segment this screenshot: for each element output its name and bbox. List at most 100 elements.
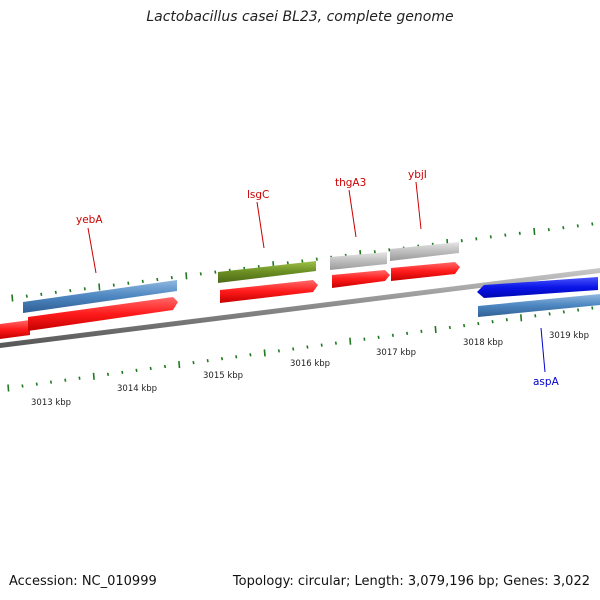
callout-ybjI (415, 181, 422, 230)
ruler-tick-12 (178, 361, 181, 369)
ruler-tick-23 (334, 341, 337, 345)
outer-tick-31 (460, 239, 463, 243)
kbp-label-3015: 3015 kbp (203, 371, 243, 381)
gene-label-yebA[interactable]: yebA (76, 214, 103, 226)
outer-tick-4 (69, 288, 72, 293)
kbp-label-3013: 3013 kbp (31, 398, 71, 408)
ruler-tick-39 (562, 310, 565, 314)
kbp-label-3016: 3016 kbp (290, 359, 330, 369)
outer-tick-35 (518, 231, 521, 235)
ruler-tick-0 (7, 384, 10, 392)
gene-label-thgA3[interactable]: thgA3 (335, 177, 366, 189)
ruler-tick-25 (363, 337, 366, 341)
gene-label-ybjI[interactable]: ybjI (408, 169, 427, 181)
ruler-tick-20 (292, 347, 295, 351)
gene-aspA-arrow[interactable] (477, 277, 598, 298)
cds-arrow-3[interactable] (220, 280, 318, 303)
outer-tick-12 (185, 272, 188, 280)
gene-thgA3-feature[interactable] (330, 252, 387, 270)
kbp-label-3019: 3019 kbp (549, 331, 589, 341)
ruler-tick-2 (35, 382, 38, 386)
ruler-tick-18 (263, 349, 266, 357)
ruler-tick-7 (106, 372, 110, 376)
outer-tick-19 (286, 261, 289, 265)
map-title: Lactobacillus casei BL23, complete genom… (146, 9, 454, 25)
ruler-tick-16 (235, 355, 238, 359)
gene-lsgC-feature[interactable] (218, 261, 316, 283)
outer-tick-33 (489, 235, 492, 239)
ruler-tick-marks (7, 306, 594, 392)
gene-yebA-feature[interactable] (23, 280, 177, 313)
ruler-tick-28 (406, 331, 409, 336)
ruler-tick-17 (249, 353, 252, 357)
callout-thgA3 (348, 189, 357, 238)
ruler-tick-6 (92, 372, 95, 380)
ruler-tick-9 (135, 368, 138, 373)
ruler-tick-4 (64, 378, 67, 382)
ruler-tick-11 (163, 364, 167, 369)
callout-aspA (540, 327, 546, 373)
outer-tick-11 (170, 275, 173, 280)
outer-tick-34 (504, 233, 507, 237)
ruler-tick-8 (121, 370, 124, 375)
ruler-tick-27 (391, 333, 394, 337)
callout-yebA (87, 227, 97, 274)
ruler-tick-14 (206, 359, 209, 363)
outer-tick-26 (388, 248, 391, 252)
cds-arrow-2[interactable] (28, 297, 178, 331)
outer-tick-1 (25, 294, 28, 298)
ruler-tick-19 (277, 349, 280, 353)
gene-ybjI-feature[interactable] (390, 242, 459, 261)
outer-tick-20 (301, 259, 304, 263)
genome-backbone (0, 268, 600, 348)
outer-tick-6 (98, 283, 101, 291)
outer-tick-21 (315, 257, 318, 261)
outer-tick-5 (83, 287, 86, 291)
outer-tick-10 (156, 277, 159, 282)
ruler-tick-37 (534, 314, 537, 318)
ruler-tick-24 (349, 337, 352, 345)
outer-tick-2 (40, 292, 43, 296)
ruler-tick-15 (220, 357, 224, 361)
outer-tick-14 (214, 270, 217, 274)
callout-lsgC (256, 201, 265, 249)
ruler-tick-31 (448, 325, 451, 330)
outer-tick-32 (475, 237, 478, 241)
ruler-tick-35 (505, 318, 508, 322)
ruler-tick-29 (420, 329, 423, 334)
cds-arrow-1[interactable] (0, 320, 30, 339)
outer-tick-40 (591, 222, 594, 226)
outer-tick-39 (576, 224, 579, 228)
ruler-tick-13 (192, 360, 195, 365)
cds-arrow-5[interactable] (391, 262, 460, 281)
gene-label-aspA[interactable]: aspA (533, 376, 560, 388)
outer-tick-8 (127, 281, 130, 285)
outer-tick-7 (112, 283, 115, 287)
ruler-tick-41 (591, 306, 594, 310)
ruler-tick-33 (477, 321, 480, 326)
ruler-tick-30 (434, 325, 437, 334)
outer-tick-36 (533, 227, 536, 235)
outer-tick-9 (141, 279, 144, 284)
ruler-tick-40 (577, 308, 580, 312)
outer-tick-0 (11, 294, 14, 302)
ruler-tick-10 (149, 366, 152, 371)
cds-arrow-4[interactable] (332, 270, 390, 288)
kbp-label-3018: 3018 kbp (463, 338, 503, 348)
ruler-tick-34 (491, 320, 494, 324)
ruler-tick-21 (306, 345, 309, 349)
outer-tick-38 (562, 226, 565, 230)
ruler-tick-36 (520, 314, 523, 322)
ruler-tick-1 (21, 384, 24, 388)
ruler-tick-32 (463, 323, 466, 328)
outer-tick-37 (547, 227, 550, 232)
gene-label-lsgC[interactable]: lsgC (247, 189, 269, 201)
ruler-tick-3 (49, 380, 53, 384)
gene-aspA-feature[interactable] (478, 294, 600, 317)
outer-tick-13 (199, 272, 202, 276)
ruler-tick-26 (377, 335, 380, 339)
outer-tick-25 (373, 250, 376, 254)
accession-text: Accession: NC_010999 (9, 574, 157, 589)
ruler-tick-5 (78, 376, 81, 380)
